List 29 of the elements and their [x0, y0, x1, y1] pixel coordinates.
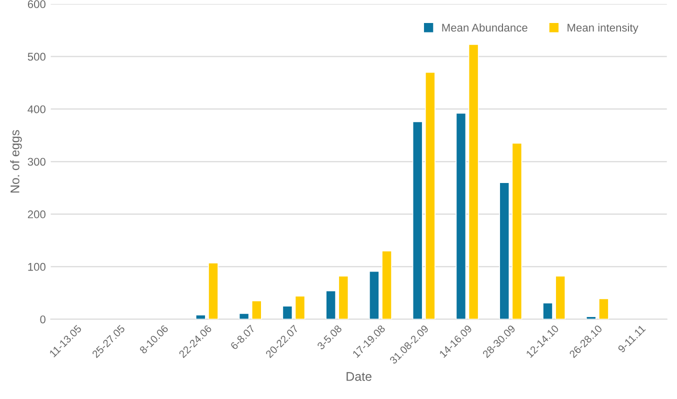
y-tick-label: 600	[28, 0, 46, 8]
bar	[555, 276, 566, 320]
y-tick-label: 0	[40, 315, 46, 324]
legend-label: Mean intensity	[568, 23, 638, 34]
bar	[195, 314, 206, 320]
bar	[468, 44, 479, 320]
bar	[424, 72, 436, 320]
bar	[499, 182, 510, 320]
bar	[294, 296, 306, 320]
bar	[512, 142, 522, 320]
bar	[338, 276, 349, 320]
bar	[456, 112, 466, 320]
x-axis-title: Date	[346, 372, 372, 381]
y-axis-title: No. of eggs	[10, 130, 22, 193]
y-tick-label: 400	[28, 105, 46, 114]
legend-label: Mean Abundance	[442, 23, 528, 32]
y-tick-label: 200	[28, 210, 46, 218]
bar	[251, 300, 262, 320]
bar	[282, 306, 293, 320]
bar	[412, 121, 423, 320]
y-tick-label: 300	[28, 158, 46, 166]
bar	[208, 262, 218, 320]
y-tick-label: 500	[28, 52, 46, 61]
bar	[369, 270, 380, 320]
bar	[238, 313, 250, 320]
bar	[382, 250, 392, 320]
y-tick-label: 100	[28, 262, 46, 271]
bar	[542, 302, 553, 320]
bar	[326, 290, 336, 320]
